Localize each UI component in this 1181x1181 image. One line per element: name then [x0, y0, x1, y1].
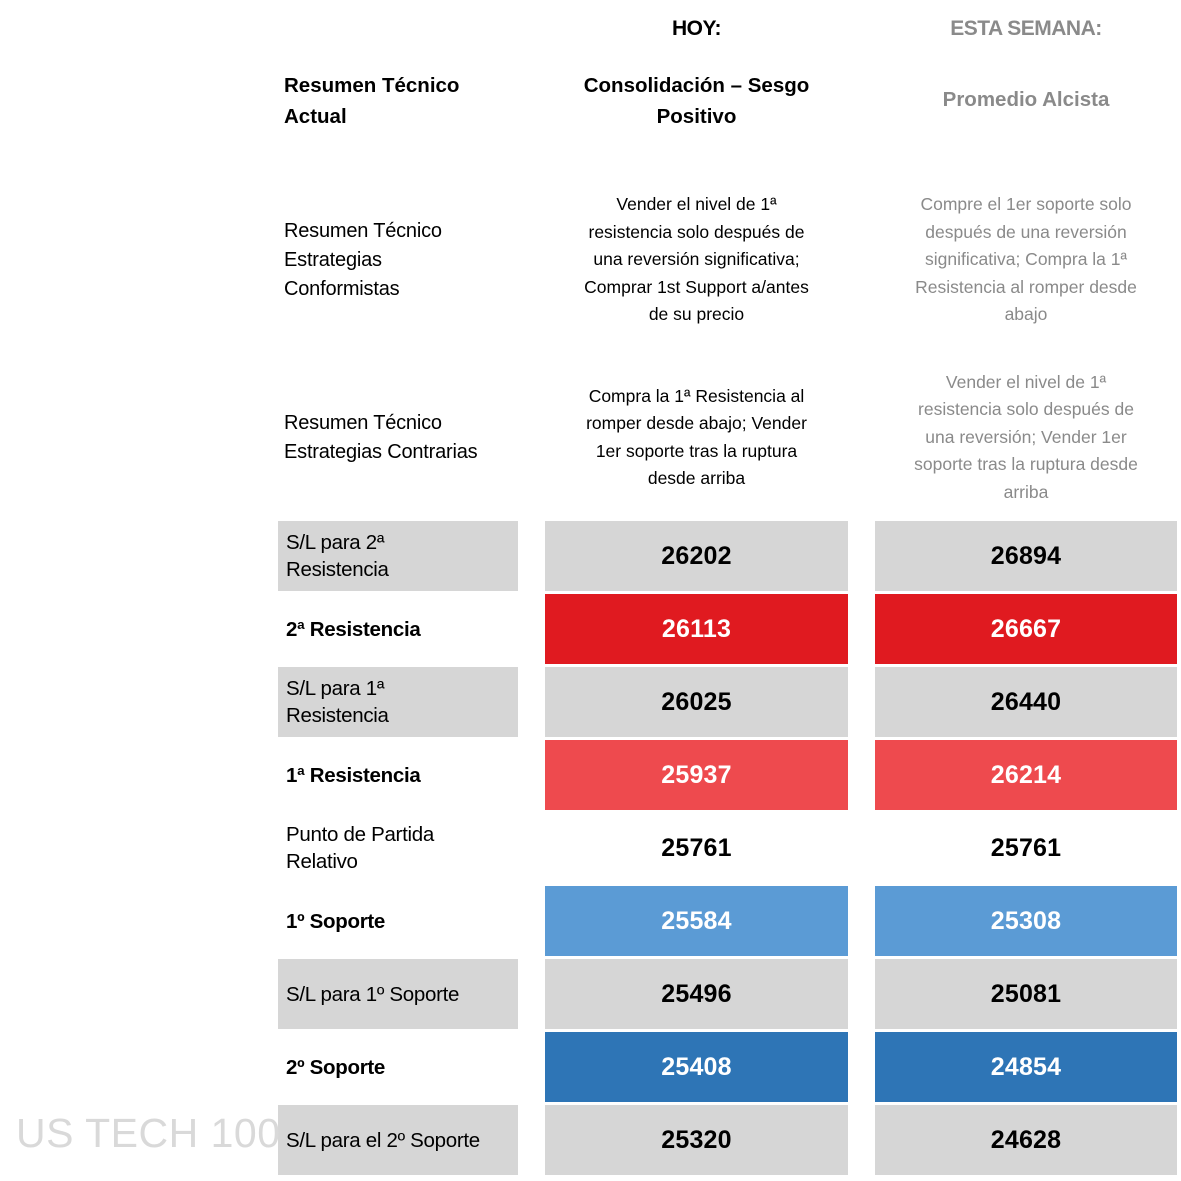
strategy-contrarian-hoy-text: Compra la 1ª Resistencia al romper desde…	[586, 385, 807, 489]
summary-semana-value: Promedio Alcista	[942, 88, 1110, 111]
strategy-contrarian-semana-text: Vender el nivel de 1ª resistencia solo d…	[914, 371, 1138, 502]
level-label-sl-2nd-support: S/L para el 2º Soporte	[278, 1105, 518, 1175]
level-label-sl-1st-resistance: S/L para 1ª Resistencia	[278, 667, 518, 737]
level-hoy-sl-1st-resistance: 26025	[545, 667, 848, 737]
summary-hoy-value: Consolidación – Sesgo Positivo	[583, 74, 810, 128]
level-semana-relative-starting-point: 25761	[990, 833, 1062, 862]
level-semana-2nd-support: 24854	[875, 1032, 1177, 1102]
level-semana-2nd-resistance: 26667	[875, 594, 1177, 664]
level-hoy-sl-2nd-resistance: 26202	[545, 521, 848, 591]
level-hoy-1st-support: 25584	[545, 886, 848, 956]
level-label-sl-2nd-resistance: S/L para 2ª Resistencia	[278, 521, 518, 591]
level-label-2nd-resistance: 2ª Resistencia	[286, 617, 421, 641]
strategy-conformist-hoy-text: Vender el nivel de 1ª resistencia solo d…	[584, 194, 809, 325]
level-hoy-2nd-resistance: 26113	[545, 594, 848, 664]
level-semana-sl-2nd-support: 24628	[875, 1105, 1177, 1175]
level-semana-sl-1st-resistance: 26440	[875, 667, 1177, 737]
level-label-relative-starting-point: Punto de Partida Relativo	[286, 823, 434, 873]
strategy-contrarian-label: Resumen Técnico Estrategias Contrarias	[284, 411, 478, 463]
level-semana-sl-1st-support: 25081	[875, 959, 1177, 1029]
level-label-sl-1st-support: S/L para 1º Soporte	[278, 959, 518, 1029]
level-semana-1st-support: 25308	[875, 886, 1177, 956]
level-label-1st-resistance: 1ª Resistencia	[286, 763, 421, 787]
strategy-conformist-semana-text: Compre el 1er soporte solo después de un…	[915, 194, 1137, 325]
level-semana-1st-resistance: 26214	[875, 740, 1177, 810]
column-header-hoy: HOY:	[672, 17, 721, 40]
summary-table: HOY: ESTA SEMANA: Resumen Técnico Actual…	[278, 0, 1177, 1178]
level-semana-sl-2nd-resistance: 26894	[875, 521, 1177, 591]
level-label-2nd-support: 2º Soporte	[286, 1055, 386, 1079]
level-hoy-1st-resistance: 25937	[545, 740, 848, 810]
strategy-conformist-label: Resumen Técnico Estrategias Conformistas	[284, 219, 442, 300]
level-hoy-2nd-support: 25408	[545, 1032, 848, 1102]
header-spacer	[278, 0, 518, 58]
instrument-watermark: US TECH 100	[16, 1110, 281, 1156]
level-hoy-sl-2nd-support: 25320	[545, 1105, 848, 1175]
level-hoy-relative-starting-point: 25761	[661, 833, 732, 862]
summary-row-label: Resumen Técnico Actual	[284, 74, 460, 128]
level-hoy-sl-1st-support: 25496	[545, 959, 848, 1029]
level-label-1st-support: 1º Soporte	[286, 909, 386, 933]
column-header-esta-semana: ESTA SEMANA:	[950, 17, 1102, 40]
